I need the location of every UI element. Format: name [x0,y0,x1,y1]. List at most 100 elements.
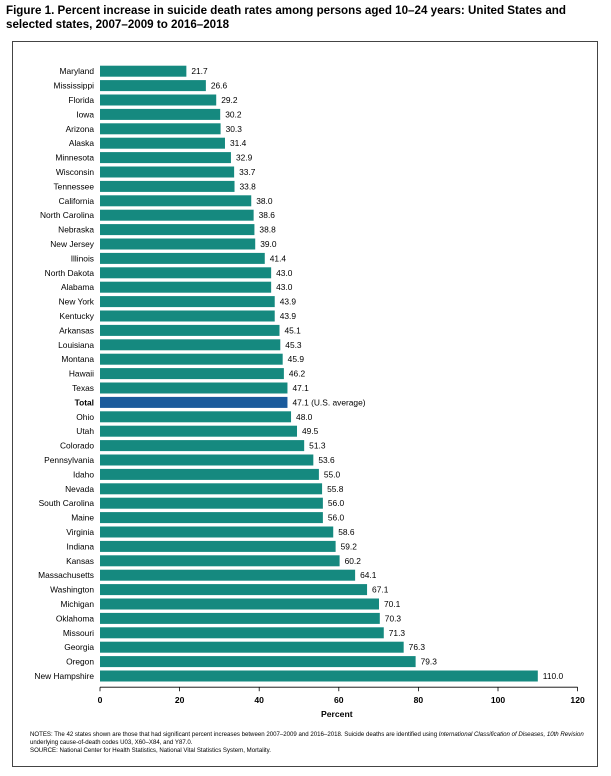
data-label-hawaii: 46.2 [289,369,306,379]
x-tick-label-60: 60 [334,695,344,705]
bar-maine [100,512,323,524]
bar-maryland [100,65,187,77]
category-label-kansas: Kansas [66,556,94,566]
category-label-idaho: Idaho [73,469,94,479]
category-label-illinois: Illinois [71,253,94,263]
category-label-maryland: Maryland [60,66,95,76]
bar-massachusetts [100,569,356,581]
data-label-new-york: 43.9 [280,297,297,307]
notes-text-part2: underlying cause-of-death codes U03, X60… [30,739,193,746]
category-label-louisiana: Louisiana [58,340,94,350]
x-axis-title: Percent [321,709,353,719]
data-label-virginia: 58.6 [338,527,355,537]
data-label-arkansas: 45.1 [284,325,301,335]
category-label-total: Total [75,397,94,407]
category-label-north-dakota: North Dakota [45,268,95,278]
data-label-michigan: 70.1 [384,599,401,609]
bar-hawaii [100,368,284,380]
category-label-washington: Washington [50,585,94,595]
category-label-michigan: Michigan [60,599,94,609]
category-label-massachusetts: Massachusetts [38,570,94,580]
category-label-nevada: Nevada [65,484,94,494]
category-label-new-hampshire: New Hampshire [34,671,94,681]
bar-utah [100,425,298,437]
bar-montana [100,353,283,365]
bar-tennessee [100,180,235,192]
data-label-maine: 56.0 [328,513,345,523]
bar-minnesota [100,152,231,164]
category-label-oklahoma: Oklahoma [56,613,95,623]
source-text: SOURCE: National Center for Health Stati… [30,747,271,754]
bar-missouri [100,627,384,639]
data-label-alaska: 31.4 [230,138,247,148]
data-label-oklahoma: 70.3 [385,613,402,623]
bar-michigan [100,598,379,610]
bar-arkansas [100,324,280,336]
category-label-minnesota: Minnesota [55,153,94,163]
bar-north-dakota [100,267,272,279]
bar-oregon [100,656,416,668]
category-label-ohio: Ohio [76,412,94,422]
data-label-maryland: 21.7 [191,66,208,76]
bar-kansas [100,555,340,567]
bar-total [100,396,288,408]
data-label-iowa: 30.2 [225,109,242,119]
bar-pennsylvania [100,454,314,466]
bar-colorado [100,440,305,452]
bar-idaho [100,468,319,480]
category-label-texas: Texas [72,383,94,393]
data-label-new-hampshire: 110.0 [543,671,564,681]
data-label-idaho: 55.0 [324,469,341,479]
bar-wisconsin [100,166,235,178]
notes-text-part1: NOTES: The 42 states shown are those tha… [30,731,439,738]
data-label-missouri: 71.3 [389,628,406,638]
bar-north-carolina [100,209,254,221]
bar-new-hampshire [100,670,538,682]
notes-block: NOTES: The 42 states shown are those tha… [30,731,590,755]
data-label-nebraska: 38.8 [259,225,276,235]
bar-arizona [100,123,221,135]
data-label-pennsylvania: 53.6 [318,455,335,465]
data-label-south-carolina: 56.0 [328,498,345,508]
data-label-tennessee: 33.8 [240,181,257,191]
data-label-oregon: 79.3 [421,657,438,667]
data-label-kansas: 60.2 [345,556,362,566]
category-label-kentucky: Kentucky [60,311,95,321]
figure-title: Figure 1. Percent increase in suicide de… [6,4,566,31]
notes-text-icd: International Classification of Diseases… [438,731,584,738]
bar-florida [100,94,217,106]
category-label-alabama: Alabama [61,282,94,292]
bar-oklahoma [100,612,380,624]
category-label-tennessee: Tennessee [53,181,94,191]
x-tick-label-80: 80 [414,695,424,705]
bar-ohio [100,411,292,423]
x-tick-label-100: 100 [491,695,506,705]
notes-text: NOTES: The 42 states shown are those tha… [30,731,590,747]
x-tick-label-0: 0 [98,695,103,705]
data-label-mississippi: 26.6 [211,81,228,91]
category-label-alaska: Alaska [69,138,94,148]
category-label-pennsylvania: Pennsylvania [44,455,94,465]
data-label-florida: 29.2 [221,95,238,105]
category-label-south-carolina: South Carolina [39,498,95,508]
category-label-california: California [59,196,95,206]
bar-mississippi [100,80,206,92]
bar-south-carolina [100,497,323,509]
category-label-hawaii: Hawaii [69,369,94,379]
data-label-indiana: 59.2 [341,541,358,551]
x-tick-label-120: 120 [570,695,585,705]
category-label-virginia: Virginia [66,527,94,537]
category-label-georgia: Georgia [64,642,94,652]
bar-iowa [100,108,221,120]
category-label-maine: Maine [71,513,94,523]
bar-indiana [100,540,336,552]
chart-frame [12,41,598,767]
data-label-arizona: 30.3 [226,124,243,134]
category-label-arizona: Arizona [66,124,95,134]
bar-washington [100,584,368,596]
bar-alabama [100,281,272,293]
bar-illinois [100,252,265,264]
data-label-georgia: 76.3 [409,642,426,652]
category-label-wisconsin: Wisconsin [56,167,95,177]
